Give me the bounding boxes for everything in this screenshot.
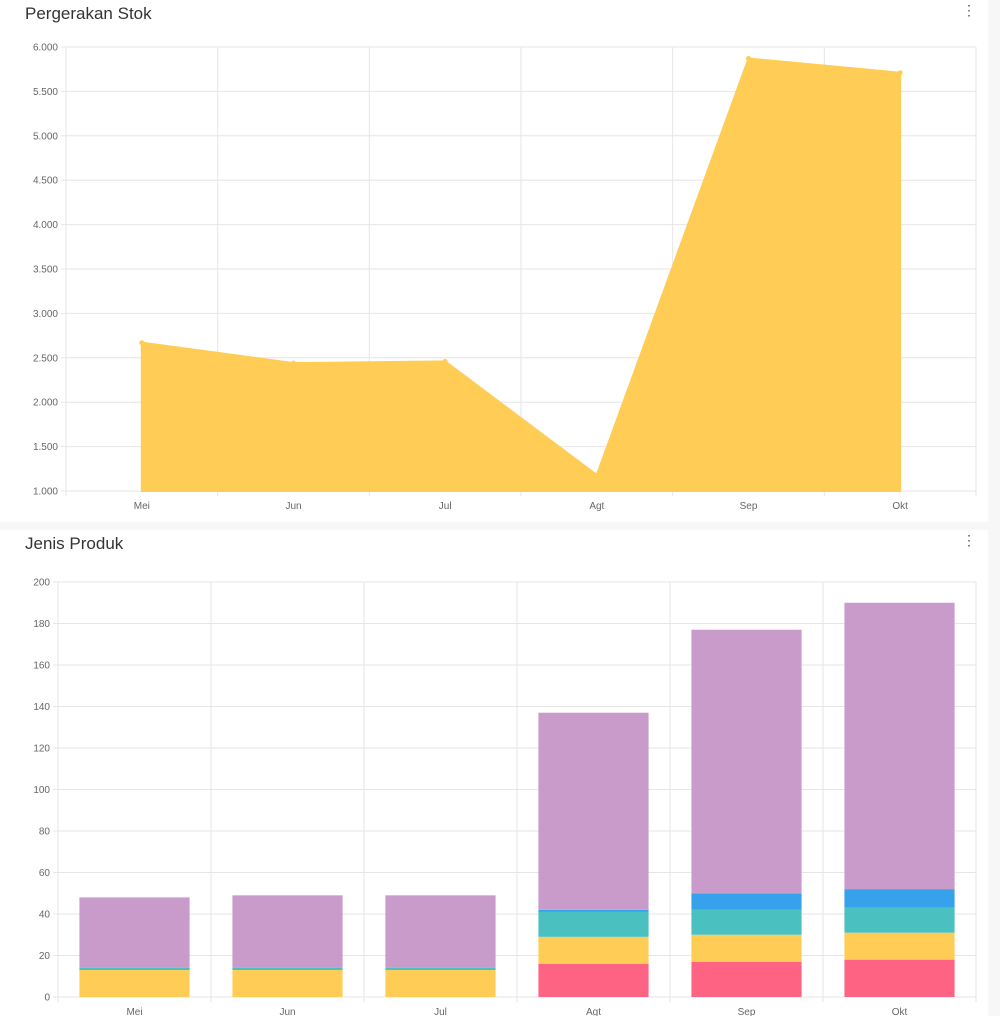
bar-segment [844,959,955,997]
data-point [442,358,448,364]
x-tick-label: Jul [439,501,452,512]
bar-segment [538,963,649,997]
y-tick-label: 3.500 [33,265,58,276]
y-tick-label: 140 [33,702,50,713]
y-tick-label: 40 [39,910,51,921]
stock-movement-card: Pergerakan Stok ⋮ 1.000 1.500 2.000 2.500 3.… [25,2,977,512]
x-tick-label: Okt [892,1007,908,1016]
x-tick-label: Sep [740,501,758,512]
x-tick-label: Sep [738,1007,756,1016]
x-tick-label: Mei [134,501,150,512]
bar-segment [691,893,802,910]
more-vertical-icon[interactable]: ⋮ [962,532,976,548]
y-tick-label: 80 [39,827,51,838]
product-type-card: Jenis Produk ⋮ 0 20 40 60 80 100 120 140 160 180 2… [0,530,988,1016]
x-tick-label: Mei [126,1007,142,1016]
y-tick-label: 1.000 [33,487,58,498]
bar-segment [691,934,802,962]
y-tick-label: 4.500 [33,176,58,187]
x-tick-label: Agt [586,1007,601,1016]
y-tick-label: 120 [33,744,50,755]
y-tick-label: 100 [33,785,50,796]
page-edge [988,0,1000,1016]
x-tick-label: Agt [589,501,604,512]
bar-segment [385,895,496,968]
bar-segment [691,961,802,997]
data-point [746,56,751,62]
y-tick-label: 3.000 [33,309,58,320]
bar-segment [538,909,649,912]
y-tick-label: 20 [39,951,51,962]
y-tick-label: 6.000 [33,43,58,54]
product-type-title: Jenis Produk [25,534,124,553]
bar-segment [691,909,802,935]
data-point [897,70,903,76]
stock-movement-title: Pergerakan Stok [25,4,152,23]
y-tick-label: 2.500 [33,353,58,364]
bar-segment [538,712,649,910]
y-tick-label: 2.000 [33,398,58,409]
x-tick-label: Jun [279,1007,295,1016]
bar-segment [79,897,190,968]
y-tick-label: 5.500 [33,87,58,98]
bar-segment [691,629,802,894]
x-tick-label: Jun [285,501,301,512]
bar-segment [385,970,496,997]
x-tick-label: Okt [892,501,908,512]
product-type-chart: 0 20 40 60 80 100 120 140 160 180 200 Mei Jun Jul Agt S… [33,578,977,1016]
more-vertical-icon[interactable]: ⋮ [962,2,976,18]
y-tick-label: 5.000 [33,131,58,142]
stock-movement-chart: 1.000 1.500 2.000 2.500 3.000 3.500 4.000 4.500… [33,43,977,512]
bar-segment [385,967,496,971]
bar-segment [79,970,190,997]
data-point [291,360,296,366]
y-tick-label: 0 [44,993,50,1004]
data-point [594,472,600,478]
y-tick-label: 1.500 [33,442,58,453]
y-tick-label: 180 [33,619,50,630]
bar-segment [538,936,649,964]
bar-segment [844,889,955,908]
y-tick-label: 4.000 [33,220,58,231]
data-point [139,340,145,346]
bar-segment [232,967,343,971]
bar-segment [538,911,649,937]
y-tick-label: 200 [33,578,50,589]
bar-segment [232,970,343,997]
x-tick-label: Jul [434,1007,447,1016]
bar-segment [844,932,955,960]
bar-segment [844,602,955,890]
bar-segment [232,895,343,968]
bar-segment [844,907,955,933]
y-tick-label: 60 [39,868,51,879]
y-tick-label: 160 [33,661,50,672]
bar-segment [79,967,190,971]
